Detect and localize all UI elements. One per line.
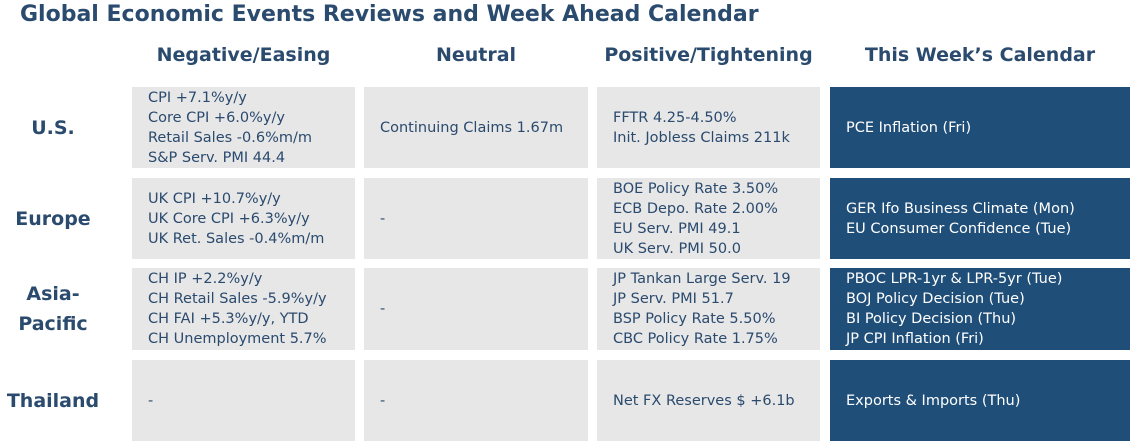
cell-line: CH FAI +5.3%y/y, YTD bbox=[148, 311, 309, 327]
cell-line: CH Retail Sales -5.9%y/y bbox=[148, 291, 327, 307]
column-header: This Week’s Calendar bbox=[864, 44, 1096, 66]
table-cell: - bbox=[364, 268, 588, 350]
cell-line: BOJ Policy Decision (Tue) bbox=[846, 291, 1025, 307]
cell-line: BOE Policy Rate 3.50% bbox=[613, 180, 779, 197]
table-cell: Continuing Claims 1.67m bbox=[364, 87, 588, 168]
cell-line: GER Ifo Business Climate (Mon) bbox=[846, 200, 1075, 217]
table-cell: JP Tankan Large Serv. 19 JP Serv. PMI 51.… bbox=[597, 268, 820, 350]
row-label: Europe bbox=[0, 178, 106, 259]
table-cell: FFTR 4.25-4.50% Init. Jobless Claims 211k bbox=[597, 87, 820, 168]
cell-line: - bbox=[380, 210, 386, 227]
row-label: Asia- Pacific bbox=[0, 268, 106, 350]
row-label-line: Europe bbox=[15, 207, 91, 230]
calendar-cell: GER Ifo Business Climate (Mon) EU Consume… bbox=[830, 178, 1130, 259]
table-cell: CH IP +2.2%y/y CH Retail Sales -5.9%y/y CH… bbox=[132, 268, 355, 350]
cell-line: CH Unemployment 5.7% bbox=[148, 331, 327, 347]
cell-line: JP Serv. PMI 51.7 bbox=[613, 291, 734, 307]
column-header: Negative/Easing bbox=[156, 44, 331, 66]
cell-line: BSP Policy Rate 5.50% bbox=[613, 311, 776, 327]
row-label: Thailand bbox=[0, 360, 106, 441]
cell-line: CH IP +2.2%y/y bbox=[148, 271, 263, 287]
cell-line: EU Serv. PMI 49.1 bbox=[613, 220, 741, 237]
table-cell: - bbox=[132, 360, 355, 441]
table-cell: - bbox=[364, 360, 588, 441]
cell-line: UK Ret. Sales -0.4%m/m bbox=[148, 230, 325, 247]
row-label-line: Pacific bbox=[18, 313, 88, 335]
cell-line: Init. Jobless Claims 211k bbox=[613, 129, 790, 146]
cell-line: Continuing Claims 1.67m bbox=[380, 119, 564, 136]
row-label-line: Asia- bbox=[26, 283, 80, 305]
cell-line: PBOC LPR-1yr & LPR-5yr (Tue) bbox=[846, 271, 1063, 287]
cell-line: Exports & Imports (Thu) bbox=[846, 392, 1021, 409]
column-header: Neutral bbox=[435, 44, 517, 66]
cell-line: - bbox=[380, 301, 386, 317]
cell-line: BI Policy Decision (Thu) bbox=[846, 311, 1017, 327]
row-label-line: U.S. bbox=[31, 116, 75, 139]
cell-line: JP Tankan Large Serv. 19 bbox=[613, 271, 791, 287]
row-label-line: Thailand bbox=[6, 389, 100, 412]
calendar-cell: PBOC LPR-1yr & LPR-5yr (Tue) BOJ Policy D… bbox=[830, 268, 1130, 350]
calendar-cell: Exports & Imports (Thu) bbox=[830, 360, 1130, 441]
cell-line: CBC Policy Rate 1.75% bbox=[613, 331, 778, 347]
table-cell: CPI +7.1%y/y Core CPI +6.0%y/y Retail Sale… bbox=[132, 87, 355, 168]
cell-line: S&P Serv. PMI 44.4 bbox=[148, 149, 286, 166]
cell-line: UK CPI +10.7%y/y bbox=[148, 190, 281, 207]
cell-line: EU Consumer Confidence (Tue) bbox=[846, 220, 1072, 237]
cell-line: PCE Inflation (Fri) bbox=[846, 119, 972, 136]
cell-line: Net FX Reserves $ +6.1b bbox=[613, 392, 795, 409]
cell-line: CPI +7.1%y/y bbox=[148, 89, 247, 106]
cell-line: Core CPI +6.0%y/y bbox=[148, 109, 285, 126]
cell-line: UK Serv. PMI 50.0 bbox=[613, 240, 741, 257]
table-cell: BOE Policy Rate 3.50% ECB Depo. Rate 2.00… bbox=[597, 178, 820, 259]
cell-line: UK Core CPI +6.3%y/y bbox=[148, 210, 310, 227]
table-cell: UK CPI +10.7%y/y UK Core CPI +6.3%y/y UK R… bbox=[132, 178, 355, 259]
row-label: U.S. bbox=[0, 87, 106, 168]
title: Global Economic Events Reviews and Week … bbox=[20, 2, 759, 27]
cell-line: - bbox=[148, 392, 154, 409]
cell-line: ECB Depo. Rate 2.00% bbox=[613, 200, 778, 217]
cell-line: FFTR 4.25-4.50% bbox=[613, 109, 737, 126]
cell-line: JP CPI Inflation (Fri) bbox=[846, 331, 984, 347]
table-cell: - bbox=[364, 178, 588, 259]
calendar-cell: PCE Inflation (Fri) bbox=[830, 87, 1130, 168]
cell-line: Retail Sales -0.6%m/m bbox=[148, 129, 312, 146]
cell-line: - bbox=[380, 392, 386, 409]
column-header: Positive/Tightening bbox=[604, 44, 813, 66]
table-cell: Net FX Reserves $ +6.1b bbox=[597, 360, 820, 441]
